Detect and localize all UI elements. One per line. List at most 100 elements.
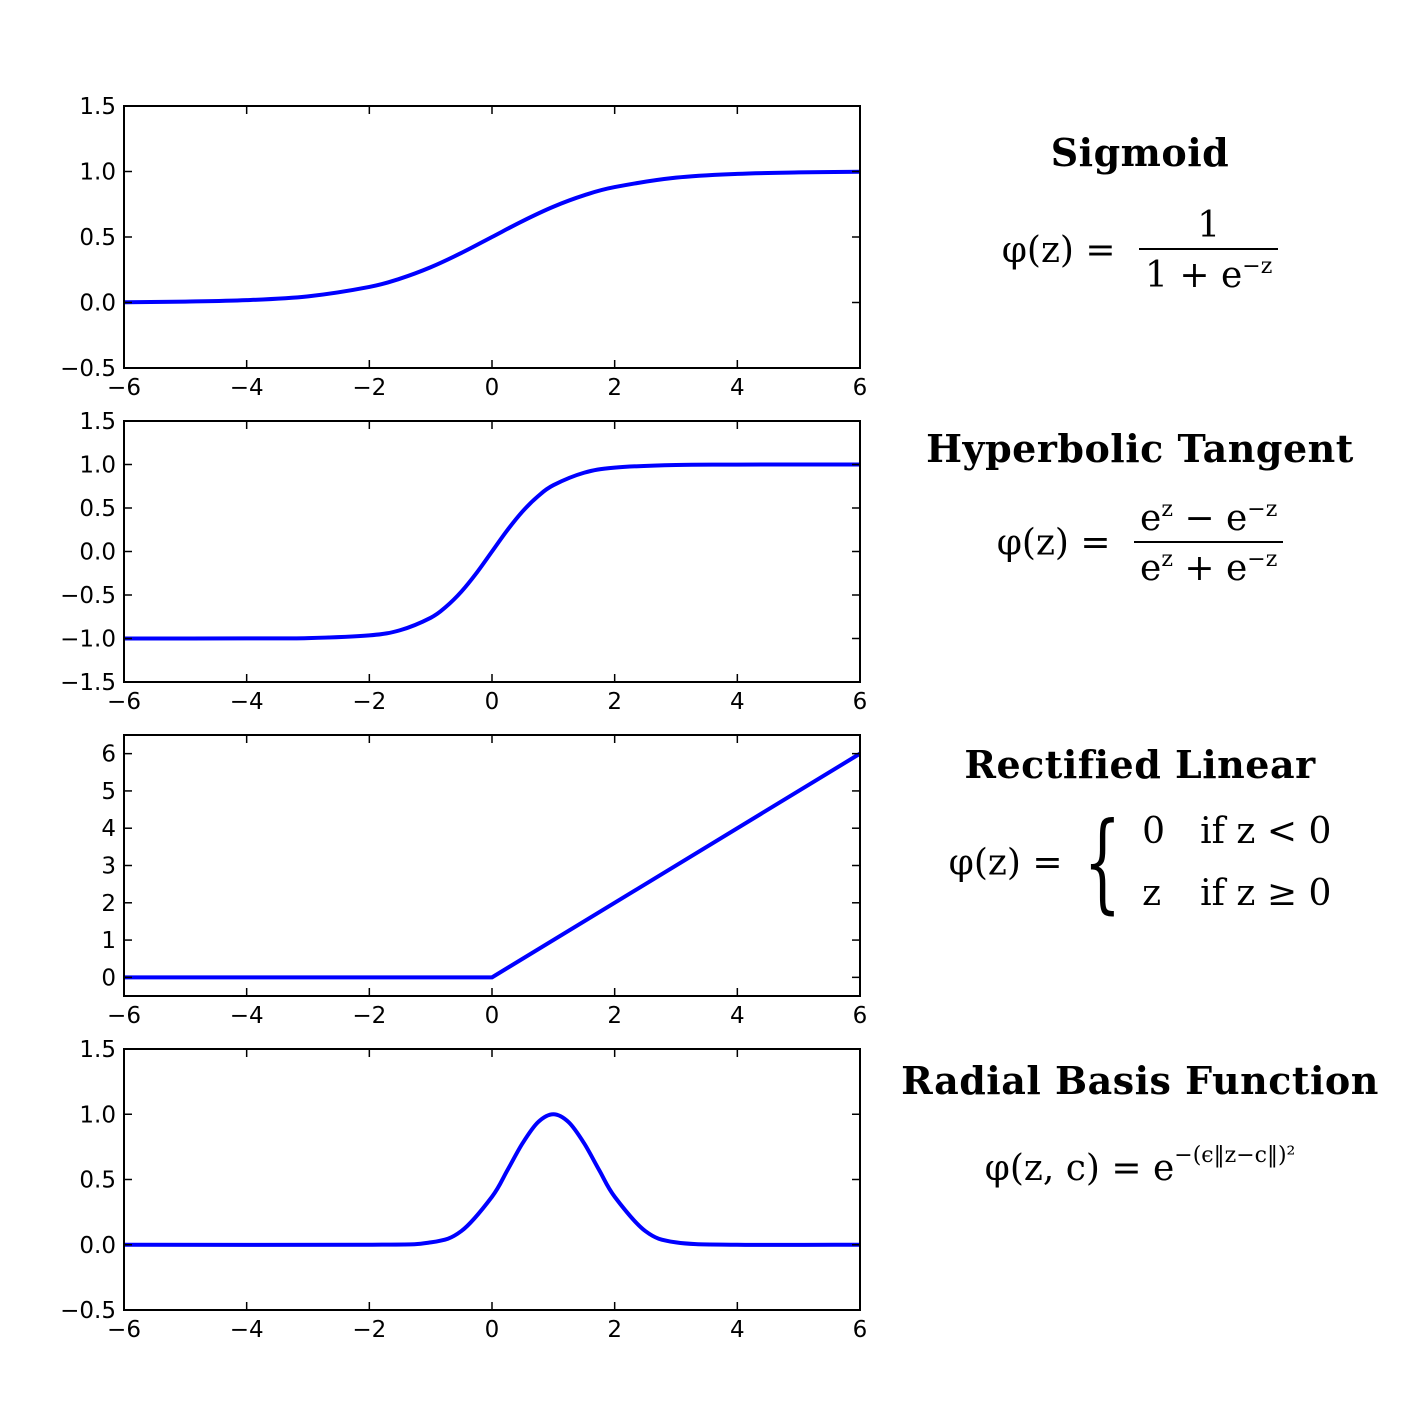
relu-xtick-label: 0 <box>485 1003 500 1029</box>
tanh-equation: φ(z) = ez − e−z ez + e−z <box>900 497 1380 589</box>
relu-chart: −6 −4 −2 0 2 4 6 0 1 2 3 4 5 6 <box>101 734 868 1029</box>
relu-xtick-label: 2 <box>607 1003 622 1029</box>
relu-ytick-label: 5 <box>101 779 116 805</box>
rbf-ytick-label: 1.5 <box>79 1037 116 1063</box>
relu-equation: φ(z) = { 0 if z < 0 z if z ≥ 0 <box>900 801 1380 925</box>
relu-case-1-condition: if z < 0 <box>1200 811 1332 852</box>
tanh-ytick-label: −1.5 <box>60 670 116 696</box>
sigmoid-ytick-label: 1.5 <box>79 94 116 120</box>
tanh-ytick-label: 0.5 <box>79 496 116 522</box>
sigmoid-title: Sigmoid <box>1050 130 1230 175</box>
relu-brace: { <box>1083 800 1122 925</box>
relu-series-line <box>124 751 860 980</box>
sigmoid-xtick-label: 6 <box>853 375 868 401</box>
rbf-xtick-label: −6 <box>107 1317 141 1343</box>
rbf-ytick-label: 1.0 <box>79 1102 116 1128</box>
sigmoid-lhs: φ(z) = <box>1001 230 1116 271</box>
relu-title: Rectified Linear <box>964 742 1316 787</box>
tanh-ytick-label: −1.0 <box>60 627 116 653</box>
sigmoid-xtick-label: 4 <box>730 375 745 401</box>
tanh-xtick-label: 4 <box>730 689 745 715</box>
tanh-denominator: ez + e−z <box>1134 541 1284 589</box>
relu-case-1-value: 0 <box>1142 811 1166 852</box>
sigmoid-xtick-label: −2 <box>352 375 386 401</box>
rbf-equation: φ(z, c) = e−(ϵ‖z−c‖)² <box>900 1143 1380 1189</box>
relu-xtick-label: 4 <box>730 1003 745 1029</box>
sigmoid-ytick-label: −0.5 <box>60 356 116 382</box>
rbf-panel: Radial Basis Function φ(z, c) = e−(ϵ‖z−c… <box>900 1058 1380 1189</box>
relu-case-2-value: z <box>1142 873 1162 914</box>
relu-plot-frame <box>123 734 861 997</box>
sigmoid-den-base: 1 + e <box>1145 255 1243 296</box>
rbf-xtick-label: 6 <box>853 1317 868 1343</box>
relu-panel: Rectified Linear φ(z) = { 0 if z < 0 z if … <box>900 742 1380 925</box>
sigmoid-xtick-label: 2 <box>607 375 622 401</box>
rbf-plot-frame <box>123 1048 861 1311</box>
tanh-den-a: e <box>1140 548 1162 589</box>
tanh-panel: Hyperbolic Tangent φ(z) = ez − e−z ez + … <box>900 426 1380 589</box>
rbf-exponent: −(ϵ‖z−c‖)² <box>1174 1143 1296 1168</box>
sigmoid-panel: Sigmoid φ(z) = 1 1 + e−z <box>900 130 1380 296</box>
relu-ytick-label: 0 <box>101 965 116 991</box>
rbf-title: Radial Basis Function <box>901 1058 1379 1103</box>
tanh-chart: −6 −4 −2 0 2 4 6 −1.5 −1.0 −0.5 0.0 0.5 1.0 1.5 <box>60 409 867 715</box>
tanh-num-a-exp: z <box>1161 497 1173 522</box>
tanh-xtick-label: −2 <box>352 689 386 715</box>
rbf-xtick-label: 2 <box>607 1317 622 1343</box>
sigmoid-ytick-label: 0.0 <box>79 291 116 317</box>
tanh-title: Hyperbolic Tangent <box>926 426 1354 471</box>
tanh-lhs: φ(z) = <box>996 522 1111 564</box>
sigmoid-ytick-label: 1.0 <box>79 160 116 186</box>
relu-ytick-label: 3 <box>101 854 116 880</box>
sigmoid-xtick-label: −4 <box>230 375 264 401</box>
sigmoid-den-exp: −z <box>1242 254 1273 279</box>
sigmoid-xtick-label: 0 <box>485 375 500 401</box>
tanh-den-a-exp: z <box>1161 547 1173 572</box>
tanh-xtick-label: −4 <box>230 689 264 715</box>
relu-ytick-label: 6 <box>101 742 116 768</box>
tanh-num-b-exp: −z <box>1247 497 1278 522</box>
rbf-xtick-label: 4 <box>730 1317 745 1343</box>
rbf-xtick-label: −2 <box>352 1317 386 1343</box>
tanh-numerator: ez − e−z <box>1134 497 1283 541</box>
tanh-xtick-label: 2 <box>607 689 622 715</box>
tanh-ytick-label: 1.5 <box>79 409 116 435</box>
sigmoid-numerator: 1 <box>1197 205 1221 246</box>
relu-case-2-condition: if z ≥ 0 <box>1200 873 1332 914</box>
rbf-ytick-label: −0.5 <box>60 1298 116 1324</box>
relu-case-1: 0 if z < 0 <box>1142 811 1331 852</box>
rbf-chart: −6 −4 −2 0 2 4 6 −0.5 0.0 0.5 1.0 1.5 <box>60 1037 867 1343</box>
sigmoid-xtick-label: −6 <box>107 375 141 401</box>
sigmoid-series-line <box>124 169 860 305</box>
tanh-ytick-label: −0.5 <box>60 583 116 609</box>
relu-case-2: z if z ≥ 0 <box>1142 873 1331 914</box>
tanh-den-b-exp: −z <box>1247 547 1278 572</box>
rbf-ytick-label: 0.0 <box>79 1233 116 1259</box>
relu-xtick-label: −2 <box>352 1003 386 1029</box>
rbf-series-line <box>124 1112 860 1247</box>
relu-cases: 0 if z < 0 z if z ≥ 0 <box>1142 801 1331 925</box>
relu-lhs: φ(z) = <box>948 842 1063 884</box>
tanh-xtick-label: 0 <box>485 689 500 715</box>
tanh-xtick-label: −6 <box>107 689 141 715</box>
relu-xtick-label: −6 <box>107 1003 141 1029</box>
sigmoid-denominator: 1 + e−z <box>1139 248 1279 296</box>
relu-ytick-label: 1 <box>101 928 116 954</box>
relu-xtick-label: 6 <box>853 1003 868 1029</box>
tanh-ytick-label: 0.0 <box>79 540 116 566</box>
relu-xtick-label: −4 <box>230 1003 264 1029</box>
relu-ytick-label: 4 <box>101 816 116 842</box>
tanh-ytick-label: 1.0 <box>79 453 116 479</box>
tanh-den-op: + e <box>1172 548 1248 589</box>
rbf-xtick-label: 0 <box>485 1317 500 1343</box>
sigmoid-fraction: 1 1 + e−z <box>1139 205 1279 296</box>
tanh-series-line <box>124 462 860 641</box>
rbf-ytick-label: 0.5 <box>79 1168 116 1194</box>
relu-ytick-label: 2 <box>101 891 116 917</box>
sigmoid-chart: −6 −4 −2 0 2 4 6 −0.5 0.0 0.5 1.0 1.5 <box>60 94 867 401</box>
rbf-lhs: φ(z, c) = e <box>984 1148 1175 1189</box>
sigmoid-ytick-label: 0.5 <box>79 225 116 251</box>
tanh-num-op: − e <box>1172 498 1248 539</box>
rbf-xtick-label: −4 <box>230 1317 264 1343</box>
